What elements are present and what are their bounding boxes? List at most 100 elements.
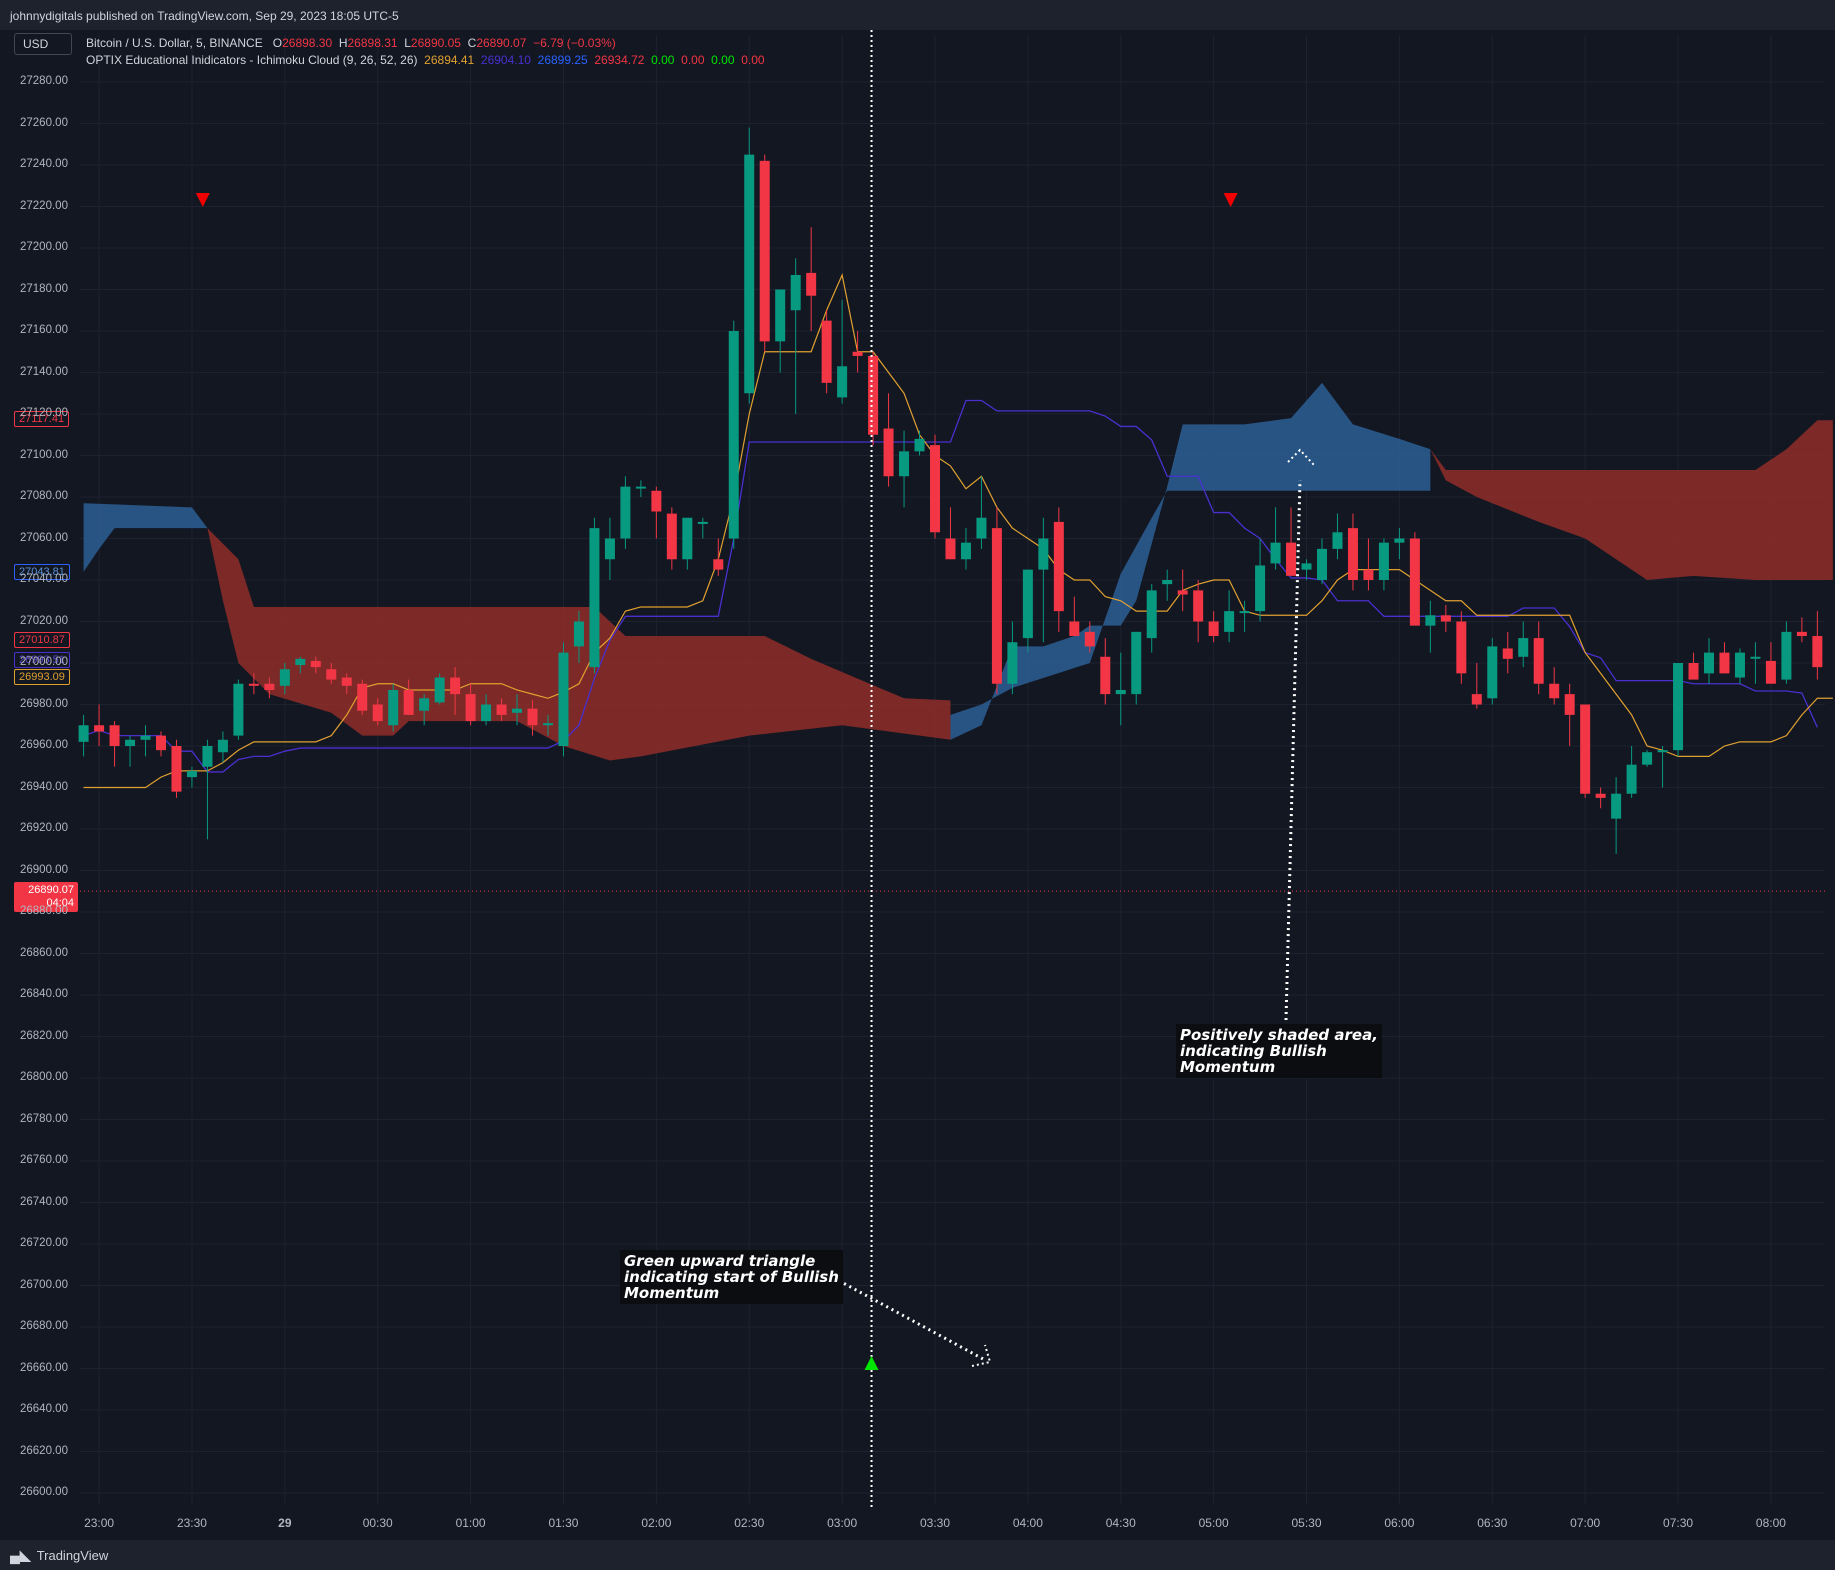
time-tick-label: 07:00 bbox=[1570, 1516, 1601, 1530]
time-tick-label: 07:30 bbox=[1663, 1516, 1694, 1530]
tradingview-logo-icon: ▄◣ bbox=[10, 1547, 31, 1563]
bearish-candle bbox=[1580, 704, 1591, 794]
bullish-candle bbox=[1255, 565, 1266, 612]
bullish-cloud-area bbox=[83, 503, 208, 572]
price-tick-label: 27040.00 bbox=[20, 573, 68, 585]
annotation-bullish-cloud[interactable]: Positively shaded area, indicating Bulli… bbox=[1176, 1024, 1382, 1078]
bearish-candle bbox=[496, 704, 507, 715]
bullish-candle bbox=[573, 621, 584, 647]
price-tag-span-b: 27117.41 bbox=[14, 411, 70, 427]
price-tick-label: 26660.00 bbox=[20, 1361, 68, 1374]
price-tick-label: 26960.00 bbox=[20, 739, 68, 751]
bearish-candle bbox=[326, 669, 337, 680]
low-value: 26890.05 bbox=[410, 36, 461, 50]
bullish-candle bbox=[589, 528, 600, 668]
price-tick-label: 26600.00 bbox=[20, 1486, 68, 1498]
symbol-name: Bitcoin / U.S. Dollar, 5, BINANCE bbox=[86, 36, 263, 50]
bullish-candle bbox=[1131, 631, 1142, 695]
bullish-candle bbox=[78, 725, 89, 742]
top-bar bbox=[0, 0, 1835, 30]
bottom-bar bbox=[0, 1540, 1835, 1570]
bearish-candle bbox=[1100, 656, 1111, 695]
bearish-candle bbox=[1549, 683, 1560, 699]
price-tick-label: 26820.00 bbox=[20, 1029, 68, 1042]
indicator-value: 0.00 bbox=[681, 53, 705, 67]
bearish-candle bbox=[1409, 538, 1420, 626]
bearish-candle bbox=[357, 683, 368, 711]
bearish-candle bbox=[1347, 528, 1358, 580]
last-price-value: 26890.07 bbox=[28, 884, 74, 896]
bearish-candle bbox=[1208, 621, 1219, 637]
bullish-candle bbox=[899, 451, 910, 477]
bearish-candle bbox=[1084, 631, 1095, 647]
price-tick-label: 27100.00 bbox=[20, 448, 68, 461]
bullish-candle bbox=[1162, 580, 1173, 585]
bearish-candle bbox=[465, 694, 476, 722]
price-tick-label: 26680.00 bbox=[20, 1320, 68, 1332]
price-tick-label: 27080.00 bbox=[20, 490, 68, 502]
price-tick-label: 27200.00 bbox=[20, 241, 68, 253]
bearish-candle bbox=[1363, 569, 1374, 580]
price-tick-label: 27240.00 bbox=[20, 158, 68, 170]
bullish-candle bbox=[543, 723, 553, 726]
bullish-candle bbox=[434, 677, 445, 703]
price-tag-span-a: 27043.81 bbox=[14, 564, 70, 580]
high-label: H bbox=[338, 36, 348, 50]
price-tick-label: 26780.00 bbox=[20, 1112, 68, 1125]
annotation-bullish-signal[interactable]: Green upward triangle indicating start o… bbox=[620, 1250, 843, 1304]
bearish-candle bbox=[1502, 648, 1513, 659]
bullish-candle bbox=[790, 274, 801, 311]
high-value: 26898.31 bbox=[347, 36, 398, 50]
time-tick-label: 29 bbox=[278, 1516, 292, 1530]
tradingview-logo[interactable]: ▄◣ TradingView bbox=[10, 1547, 108, 1564]
bearish-candle bbox=[1193, 590, 1204, 622]
bar-countdown: 04:04 bbox=[46, 897, 74, 909]
bullish-candle bbox=[512, 708, 523, 713]
bullish-candle bbox=[1378, 542, 1389, 580]
open-value: 26898.30 bbox=[282, 36, 333, 50]
bullish-cloud-area bbox=[950, 382, 1431, 740]
time-tick-label: 00:30 bbox=[362, 1516, 393, 1530]
time-tick-label: 23:30 bbox=[176, 1516, 207, 1530]
bearish-candle bbox=[852, 351, 863, 356]
bearish-candle bbox=[156, 735, 166, 751]
bearish-candle bbox=[310, 660, 321, 668]
chart-frame[interactable] bbox=[0, 30, 1835, 1540]
bearish-candle bbox=[1069, 621, 1080, 637]
price-tick-label: 26720.00 bbox=[20, 1237, 68, 1249]
bearish-candle bbox=[1564, 694, 1575, 715]
time-tick-label: 08:00 bbox=[1755, 1516, 1786, 1530]
bullish-candle bbox=[1022, 569, 1033, 639]
bearish-candle bbox=[1053, 521, 1064, 612]
bearish-candle bbox=[1177, 590, 1188, 595]
bullish-candle bbox=[1518, 638, 1529, 657]
close-value: 26890.07 bbox=[476, 36, 527, 50]
currency-button[interactable]: USD bbox=[14, 33, 72, 55]
price-tick-label: 26640.00 bbox=[20, 1403, 68, 1415]
time-tick-label: 01:00 bbox=[455, 1516, 486, 1530]
price-tick-label: 27000.00 bbox=[20, 656, 68, 668]
bullish-candle bbox=[604, 538, 615, 560]
bearish-candle bbox=[666, 513, 677, 560]
indicator-value: 0.00 bbox=[651, 53, 675, 67]
annotation-line: indicating start of Bullish bbox=[624, 1268, 839, 1286]
bullish-candle bbox=[914, 438, 925, 452]
bullish-candle bbox=[388, 689, 399, 726]
time-tick-label: 06:30 bbox=[1477, 1516, 1508, 1530]
bullish-candle bbox=[1146, 590, 1157, 639]
price-tick-label: 26880.00 bbox=[20, 905, 68, 917]
bullish-candle bbox=[419, 698, 430, 711]
bullish-candle bbox=[1317, 548, 1327, 580]
close-label: C bbox=[467, 36, 477, 50]
annotation-arrow bbox=[1284, 479, 1302, 1021]
bullish-candle bbox=[976, 517, 987, 539]
price-tick-label: 26920.00 bbox=[20, 822, 68, 834]
bearish-candle bbox=[1595, 793, 1606, 798]
bullish-signal-triangle bbox=[864, 1356, 879, 1370]
bearish-candle bbox=[945, 538, 956, 560]
annotation-line: indicating Bullish bbox=[1180, 1042, 1327, 1060]
bullish-candle bbox=[837, 366, 848, 398]
time-tick-label: 03:00 bbox=[827, 1516, 858, 1530]
bullish-candle bbox=[960, 542, 971, 560]
